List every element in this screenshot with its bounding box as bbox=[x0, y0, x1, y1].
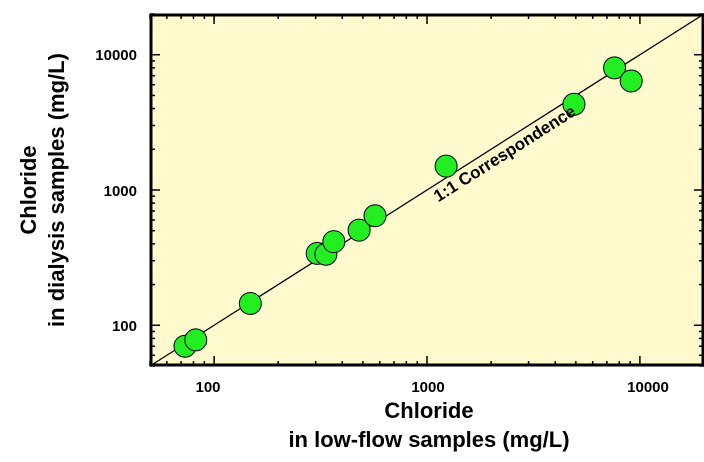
y-tick-label-1000: 1000 bbox=[104, 183, 137, 200]
y-tick-labels: 10000 1000 100 bbox=[95, 47, 137, 335]
x-tick-labels: 100 1000 10000 bbox=[195, 379, 668, 396]
y-tick-label-10000: 10000 bbox=[95, 47, 137, 64]
x-tick-label-100: 100 bbox=[195, 379, 220, 396]
x-tick-label-1000: 1000 bbox=[411, 379, 444, 396]
data-point bbox=[184, 328, 208, 352]
plot-frame bbox=[149, 13, 704, 367]
data-point bbox=[322, 230, 346, 254]
x-tick-label-10000: 10000 bbox=[627, 379, 669, 396]
data-points bbox=[173, 56, 643, 358]
y-axis-title-line1: Chloride bbox=[16, 145, 41, 234]
y-axis-title-line2: in dialysis samples (mg/L) bbox=[44, 53, 69, 327]
data-point bbox=[238, 291, 262, 315]
data-point bbox=[363, 204, 387, 228]
data-point bbox=[562, 92, 586, 116]
y-tick-label-100: 100 bbox=[112, 318, 137, 335]
x-axis-title-line2: in low-flow samples (mg/L) bbox=[288, 427, 569, 452]
data-point bbox=[603, 56, 627, 80]
x-axis-title-line1: Chloride bbox=[384, 398, 473, 423]
data-point bbox=[347, 218, 371, 242]
data-point bbox=[619, 69, 643, 93]
data-point bbox=[434, 154, 458, 178]
